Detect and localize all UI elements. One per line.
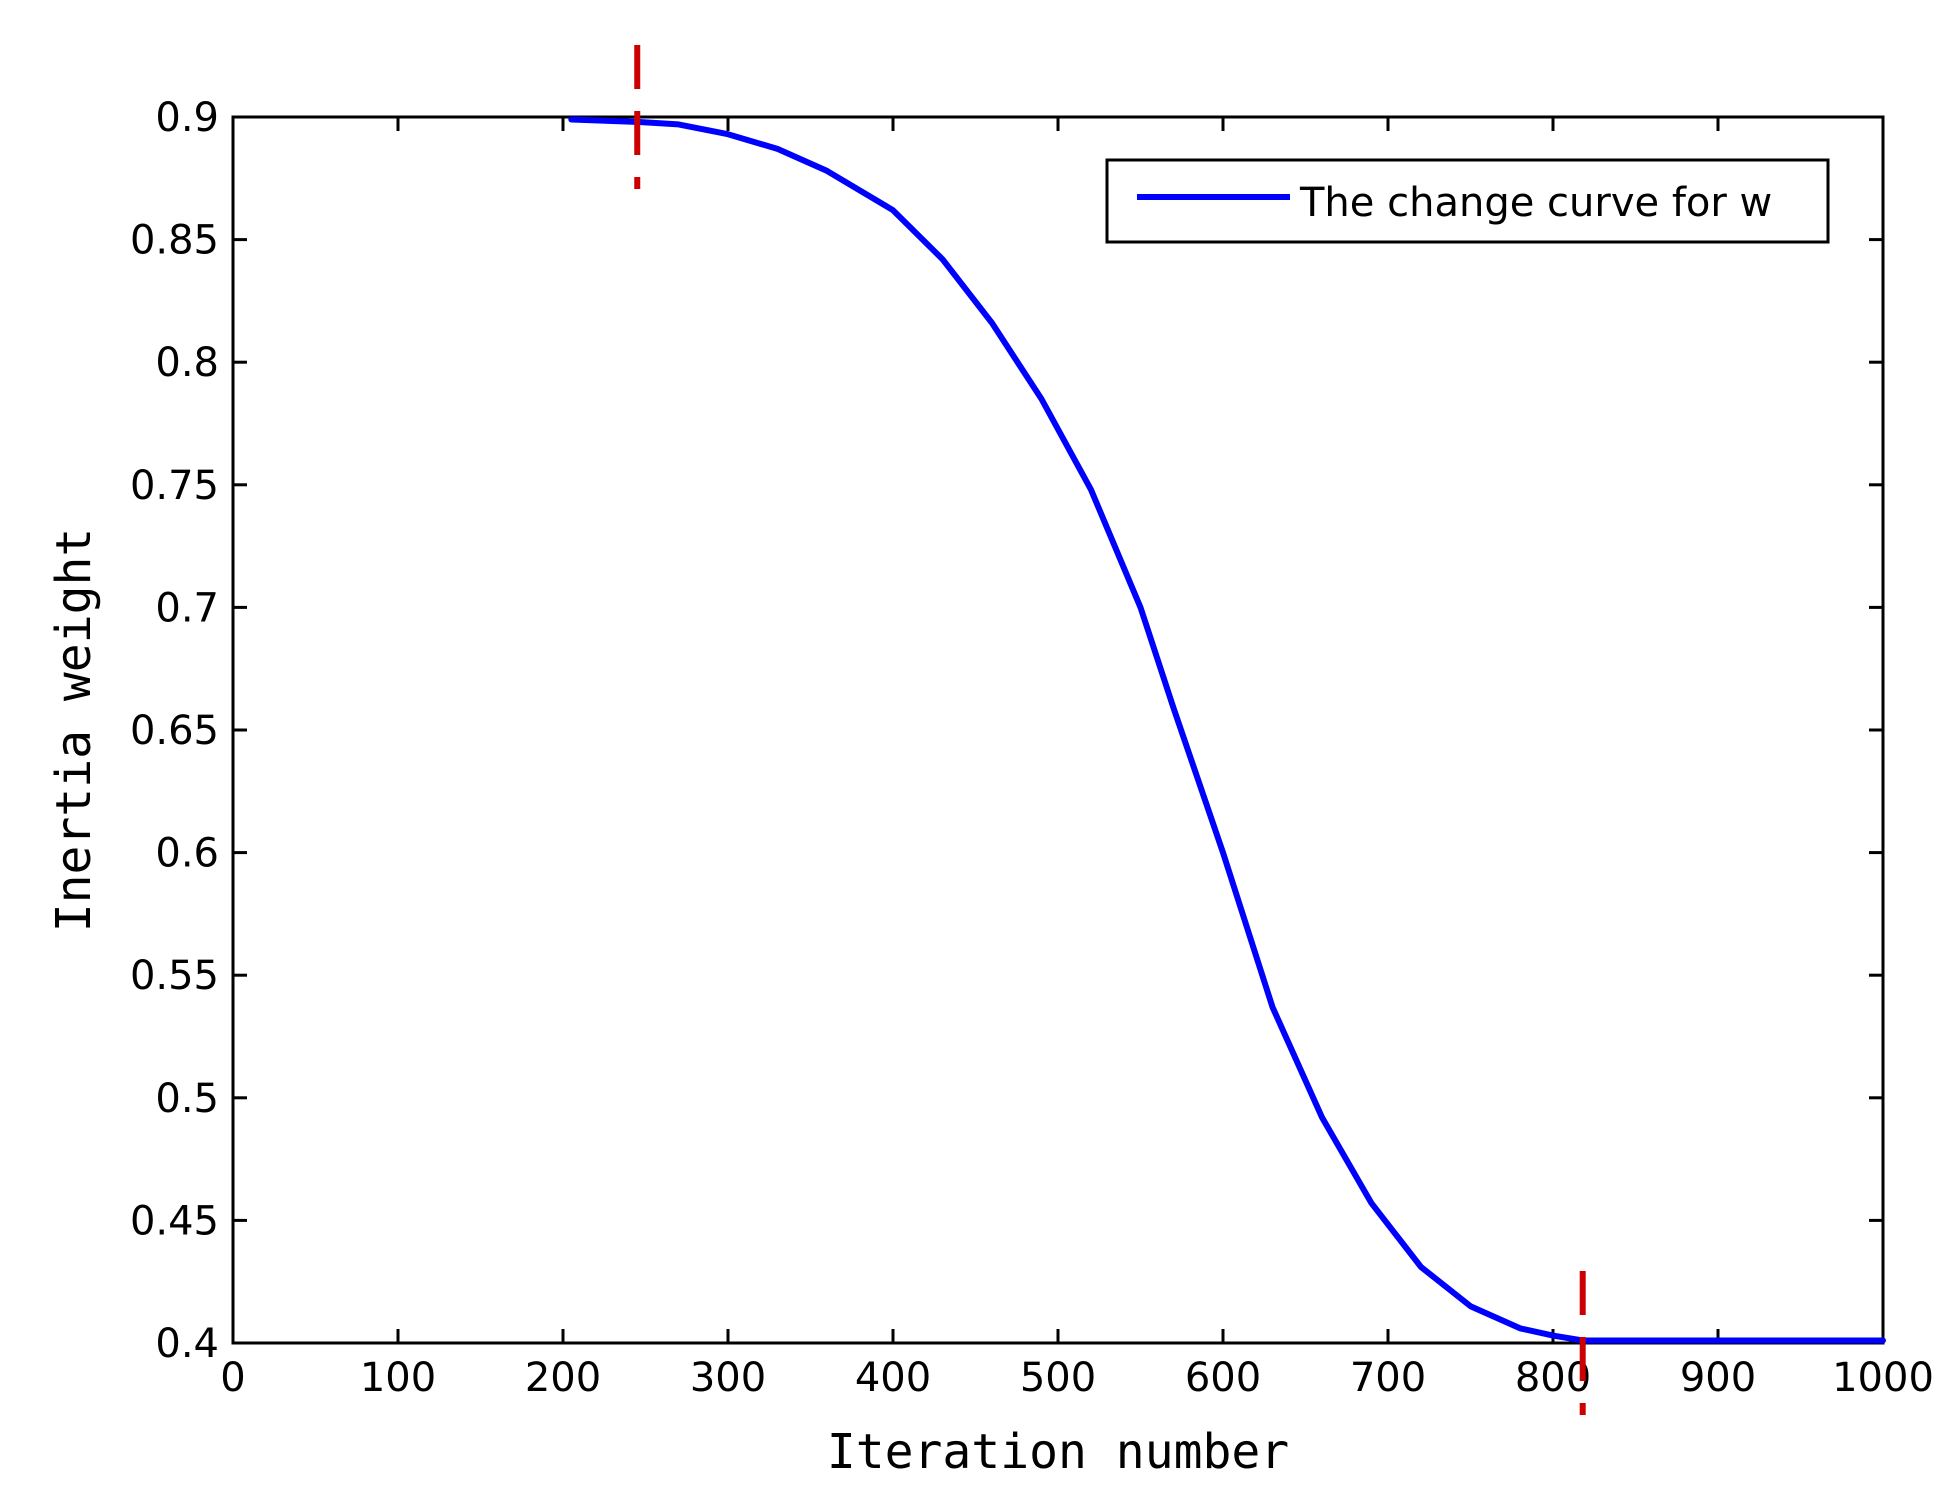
x-tick-label: 800 bbox=[1515, 1355, 1591, 1401]
x-tick-label: 100 bbox=[360, 1355, 436, 1401]
x-tick-label: 900 bbox=[1680, 1355, 1756, 1401]
x-axis-title: Iteration number bbox=[827, 1424, 1289, 1480]
y-tick-label: 0.4 bbox=[155, 1321, 219, 1367]
series-line bbox=[568, 116, 1886, 1344]
y-tick-label: 0.85 bbox=[130, 218, 219, 264]
y-tick-label: 0.8 bbox=[155, 340, 219, 386]
y-tick-label: 0.55 bbox=[130, 953, 219, 999]
y-axis-title: Inertia weight bbox=[46, 528, 102, 933]
plot-area bbox=[231, 115, 1885, 1345]
x-tick-labels: 0 100 200 300 400 500 600 700 800 900 1000 bbox=[220, 1355, 1934, 1401]
x-tick-label: 1000 bbox=[1832, 1355, 1934, 1401]
y-tick-label: 0.9 bbox=[155, 95, 219, 141]
x-tick-label: 400 bbox=[855, 1355, 931, 1401]
x-tick-label: 300 bbox=[690, 1355, 766, 1401]
x-tick-label: 200 bbox=[525, 1355, 601, 1401]
y-tick-label: 0.75 bbox=[130, 463, 219, 509]
y-tick-labels: 0.4 0.45 0.5 0.55 0.6 0.65 0.7 0.75 0.8 0.85 0.9 bbox=[130, 95, 219, 1367]
x-tick-label: 700 bbox=[1350, 1355, 1426, 1401]
y-tick-label: 0.65 bbox=[130, 708, 219, 754]
x-tick-label: 0 bbox=[220, 1355, 245, 1401]
y-tick-label: 0.45 bbox=[130, 1198, 219, 1244]
x-tick-label: 600 bbox=[1185, 1355, 1261, 1401]
x-tick-label: 500 bbox=[1020, 1355, 1096, 1401]
legend: The change curve for w bbox=[1105, 158, 1830, 244]
y-tick-label: 0.5 bbox=[155, 1076, 219, 1122]
y-tick-label: 0.7 bbox=[155, 585, 219, 631]
y-tick-label: 0.6 bbox=[155, 831, 219, 877]
legend-label: The change curve for w bbox=[1299, 180, 1772, 226]
axis-ticks bbox=[231, 115, 1885, 1345]
series-layer bbox=[568, 116, 1886, 1344]
legend-box bbox=[1105, 158, 1830, 244]
marker-layer bbox=[634, 45, 1586, 1415]
